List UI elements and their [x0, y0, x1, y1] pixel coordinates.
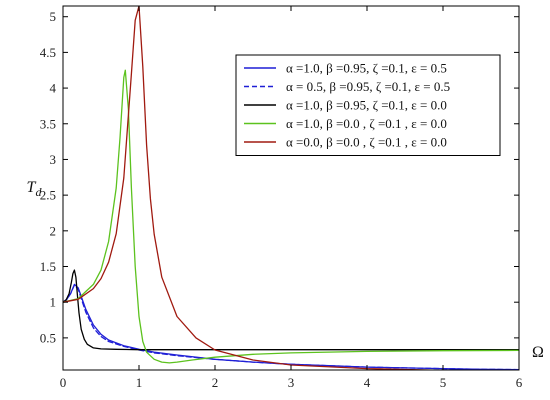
x-axis-ticks: 0 1 2 3 4 5 6 — [60, 6, 523, 390]
y-tick-label: 5 — [50, 9, 57, 24]
y-axis-ticks: 0.5 1 1.5 2 2.5 3 3.5 4 4.5 5 — [40, 9, 519, 345]
legend-box — [235, 54, 501, 156]
legend-entry-label: α = 0.5, β =0.95, ζ =0.1, ε = 0.5 — [286, 79, 450, 94]
x-tick-label: 0 — [60, 375, 67, 390]
y-tick-label: 2 — [50, 223, 57, 238]
legend-entry-label: α =0.0, β =0.0 , ζ =0.1 , ε = 0.0 — [286, 135, 447, 150]
y-axis-label-subscript: d — [35, 185, 42, 199]
series-line-4 — [63, 69, 519, 364]
series-line-5 — [63, 6, 463, 370]
y-tick-label: 4.5 — [40, 45, 56, 60]
y-tick-label: 4 — [50, 81, 57, 96]
legend-entry-label: α =1.0, β =0.0 , ζ =0.1 , ε = 0.0 — [286, 116, 447, 131]
x-tick-label: 5 — [440, 375, 447, 390]
y-axis-label-main: T — [27, 179, 37, 196]
legend-entry-label: α =1.0, β =0.95, ζ =0.1, ε = 0.0 — [286, 98, 447, 113]
y-tick-label: 0.5 — [40, 330, 56, 345]
y-tick-label: 3.5 — [40, 116, 56, 131]
x-tick-label: 1 — [136, 375, 143, 390]
x-tick-label: 3 — [288, 375, 295, 390]
y-tick-label: 3 — [50, 152, 57, 167]
series-line-3 — [63, 269, 519, 351]
x-tick-label: 4 — [364, 375, 371, 390]
plot-lines — [63, 6, 519, 370]
y-tick-label: 1.5 — [40, 259, 56, 274]
x-axis-label: Ω — [532, 344, 544, 361]
y-tick-label: 2.5 — [40, 188, 56, 203]
legend: α =1.0, β =0.95, ζ =0.1, ε = 0.5 α = 0.5,… — [235, 54, 501, 156]
x-tick-label: 2 — [212, 375, 219, 390]
y-axis-label: Td — [27, 179, 43, 199]
x-tick-label: 6 — [516, 375, 523, 390]
legend-entry-label: α =1.0, β =0.95, ζ =0.1, ε = 0.5 — [286, 61, 447, 76]
y-tick-label: 1 — [50, 295, 57, 310]
